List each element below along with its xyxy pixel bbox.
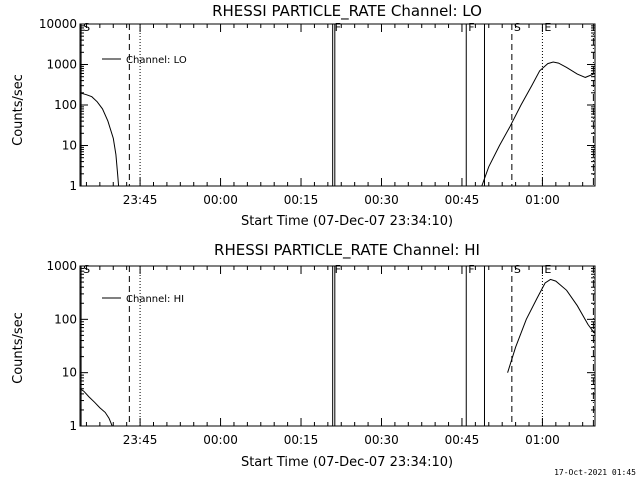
series-line (80, 388, 113, 426)
event-marker-label: E (544, 21, 551, 34)
x-tick-label: 00:15 (284, 433, 319, 447)
x-tick-label: 00:45 (445, 433, 480, 447)
panel-lo-channel: RHESSI PARTICLE_RATE Channel: LO Start T… (11, 2, 596, 229)
x-axis-label: Start Time (07-Dec-07 23:34:10) (241, 214, 453, 229)
series-line (80, 92, 120, 186)
event-marker-label: S (514, 263, 521, 276)
chart-title: RHESSI PARTICLE_RATE Channel: HI (214, 241, 480, 260)
event-marker-label: E (544, 263, 551, 276)
x-tick-label: 23:45 (123, 193, 158, 207)
chart-title: RHESSI PARTICLE_RATE Channel: LO (212, 2, 482, 21)
event-marker-label: F (468, 21, 474, 34)
y-tick-label: 100 (54, 312, 77, 326)
legend-label: Channel: LO (126, 55, 187, 66)
event-marker-label: S (514, 21, 521, 34)
y-tick-label: 10 (62, 139, 77, 153)
x-tick-label: 00:15 (284, 193, 319, 207)
event-marker-label: F (335, 263, 341, 276)
x-axis-label: Start Time (07-Dec-07 23:34:10) (241, 455, 453, 470)
x-tick-label: 00:30 (364, 193, 399, 207)
x-tick-label: 01:00 (525, 193, 560, 207)
panel-hi-channel: RHESSI PARTICLE_RATE Channel: HI Start T… (11, 241, 596, 470)
series-line (507, 278, 595, 373)
event-marker-label: F (335, 21, 341, 34)
y-tick-label: 1 (69, 419, 77, 433)
x-tick-label: 00:00 (203, 193, 238, 207)
event-marker-label: S (83, 263, 90, 276)
event-marker-label: S (83, 21, 90, 34)
y-tick-label: 100 (54, 98, 77, 112)
series-line (481, 61, 595, 186)
footer-timestamp: 17-Oct-2021 01:45 (554, 468, 636, 477)
plot-frame (79, 265, 596, 427)
event-marker-label: F (468, 263, 474, 276)
legend-label: Channel: HI (126, 294, 184, 305)
y-tick-label: 1000 (46, 259, 77, 273)
y-tick-label: 10 (62, 366, 77, 380)
y-tick-label: 10000 (39, 17, 77, 31)
y-tick-label: 1 (69, 179, 77, 193)
x-tick-label: 01:00 (525, 433, 560, 447)
x-tick-label: 00:30 (364, 433, 399, 447)
x-tick-label: 23:45 (123, 433, 158, 447)
x-tick-label: 00:00 (203, 433, 238, 447)
x-tick-label: 00:45 (445, 193, 480, 207)
y-axis-label: Counts/sec (11, 312, 26, 384)
y-tick-label: 1000 (46, 58, 77, 72)
y-axis-label: Counts/sec (11, 74, 26, 146)
